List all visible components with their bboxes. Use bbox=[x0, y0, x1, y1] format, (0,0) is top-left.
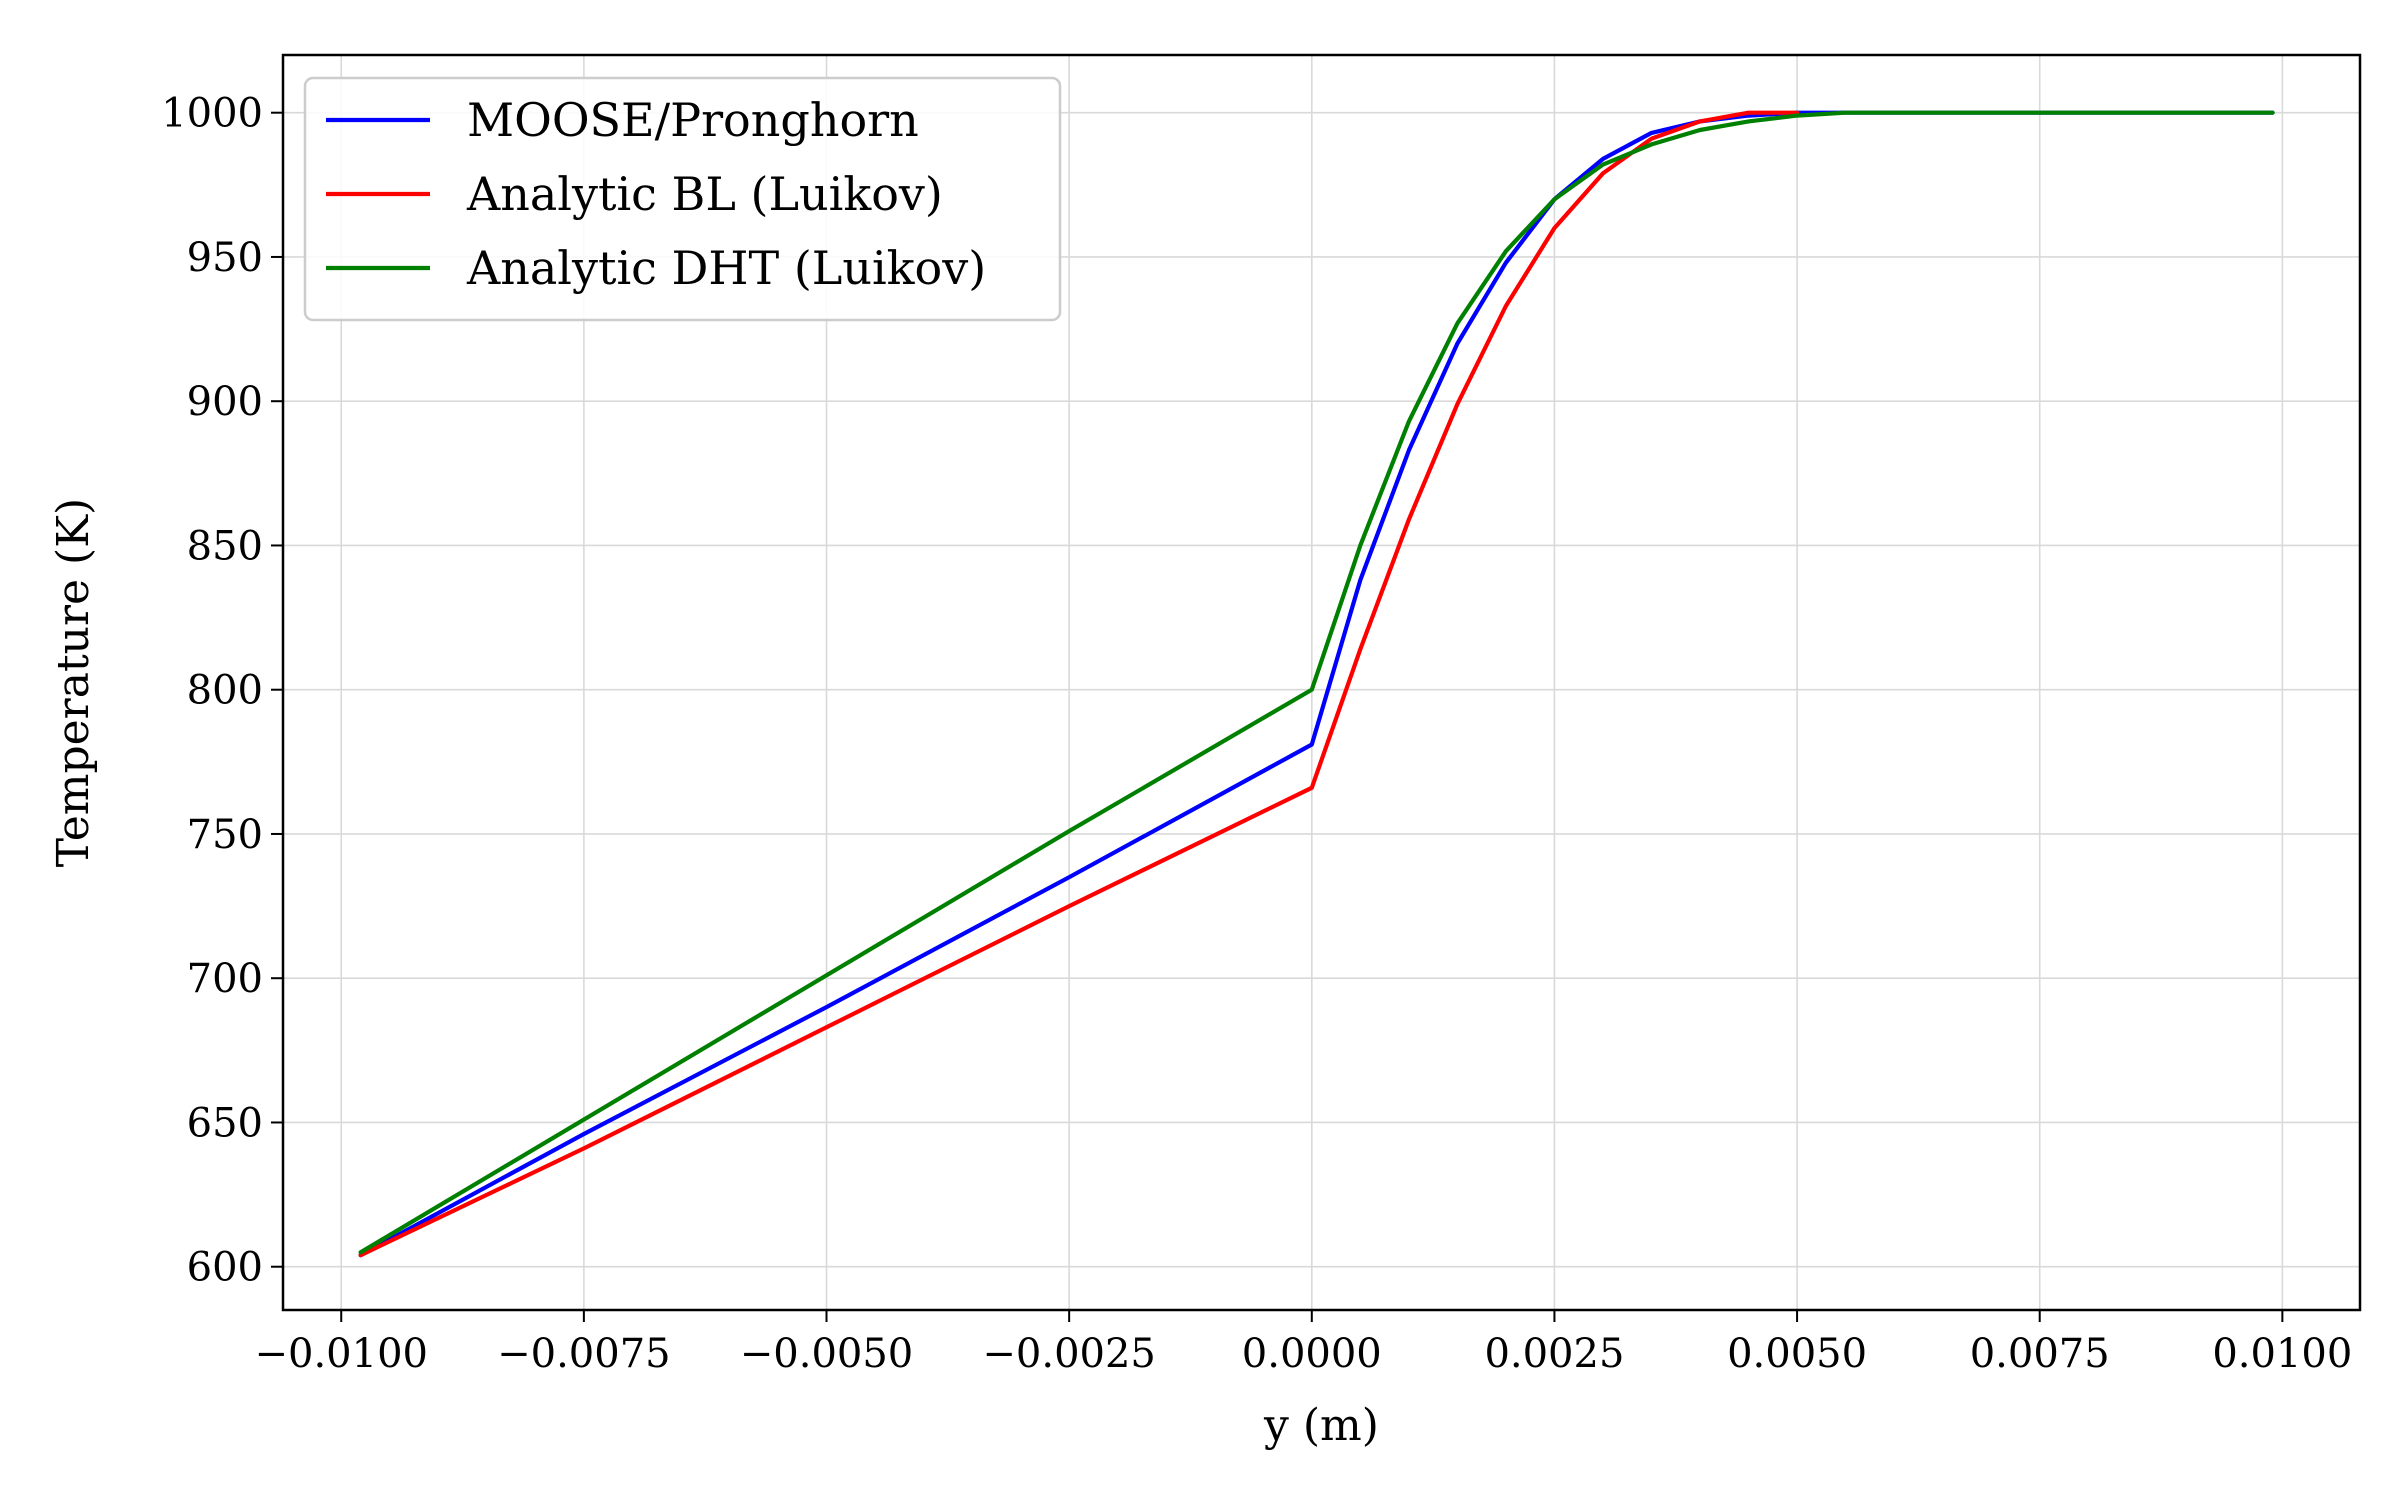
legend-label: Analytic BL (Luikov) bbox=[466, 167, 943, 221]
x-tick-label: −0.0075 bbox=[497, 1331, 670, 1377]
x-tick-label: −0.0100 bbox=[254, 1331, 427, 1377]
grid bbox=[283, 55, 2360, 1310]
y-tick-label: 700 bbox=[187, 956, 263, 1002]
x-tick-label: 0.0025 bbox=[1484, 1331, 1624, 1377]
y-tick-label: 1000 bbox=[161, 91, 263, 137]
x-tick-label: 0.0000 bbox=[1242, 1331, 1382, 1377]
plot-frame bbox=[281, 53, 2362, 1312]
y-tick-label: 750 bbox=[187, 812, 263, 858]
axis-ticks: −0.0100 −0.0075 −0.0050 −0.0025 0.0000 0.0025… bbox=[161, 91, 2352, 1377]
plot-series bbox=[358, 110, 2275, 1258]
x-tick-label: 0.0100 bbox=[2212, 1331, 2352, 1377]
series-line-2 bbox=[358, 110, 1800, 1258]
x-tick-label: 0.0050 bbox=[1727, 1331, 1867, 1377]
series-line-3 bbox=[358, 110, 2275, 1255]
y-tick-label: 800 bbox=[187, 668, 263, 714]
legend-label: Analytic DHT (Luikov) bbox=[466, 241, 986, 295]
legend-label: MOOSE/Pronghorn bbox=[467, 93, 919, 147]
y-tick-label: 900 bbox=[187, 379, 263, 425]
y-tick-label: 650 bbox=[187, 1100, 263, 1146]
legend: MOOSE/Pronghorn Analytic BL (Luikov) Analy… bbox=[303, 76, 1062, 322]
y-tick-label: 950 bbox=[187, 235, 263, 281]
legend-box bbox=[303, 76, 1062, 322]
x-tick-label: −0.0050 bbox=[740, 1331, 913, 1377]
x-axis-label: y (m) bbox=[1263, 1400, 1379, 1451]
x-tick-label: 0.0075 bbox=[1970, 1331, 2110, 1377]
x-tick-label: −0.0025 bbox=[982, 1331, 1155, 1377]
y-axis-label: Temperature (K) bbox=[48, 498, 99, 867]
y-tick-label: 600 bbox=[187, 1245, 263, 1291]
y-tick-label: 850 bbox=[187, 523, 263, 569]
